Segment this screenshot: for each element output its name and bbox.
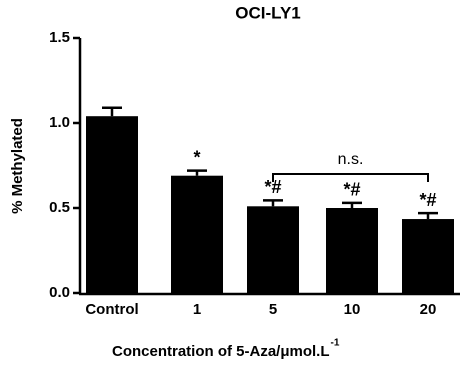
bar — [247, 206, 299, 293]
bar — [171, 175, 223, 293]
x-axis-label-superscript: -1 — [331, 338, 340, 349]
significance-mark: * — [193, 147, 200, 167]
bar — [402, 219, 454, 293]
x-tick-label: 1 — [193, 301, 201, 318]
x-axis-label: Concentration of 5-Aza/μmol.L — [112, 343, 330, 360]
x-tick-label: 5 — [269, 301, 277, 318]
y-tick-label: 0.0 — [49, 284, 70, 301]
y-axis-label: % Methylated — [9, 118, 26, 214]
x-tick-label: 20 — [420, 301, 437, 318]
y-tick-label: 1.0 — [49, 114, 70, 131]
bar — [86, 116, 138, 293]
y-tick-label: 1.5 — [49, 29, 70, 46]
significance-mark: *# — [419, 190, 436, 210]
y-tick-label: 0.5 — [49, 199, 70, 216]
x-tick-label: Control — [85, 301, 138, 318]
significance-mark: *# — [343, 180, 360, 200]
chart-title: OCI-LY1 — [235, 3, 301, 22]
x-tick-label: 10 — [344, 301, 361, 318]
bar — [326, 208, 378, 293]
bracket-label: n.s. — [338, 151, 364, 168]
significance-mark: *# — [264, 177, 281, 197]
significance-bracket — [272, 173, 429, 182]
